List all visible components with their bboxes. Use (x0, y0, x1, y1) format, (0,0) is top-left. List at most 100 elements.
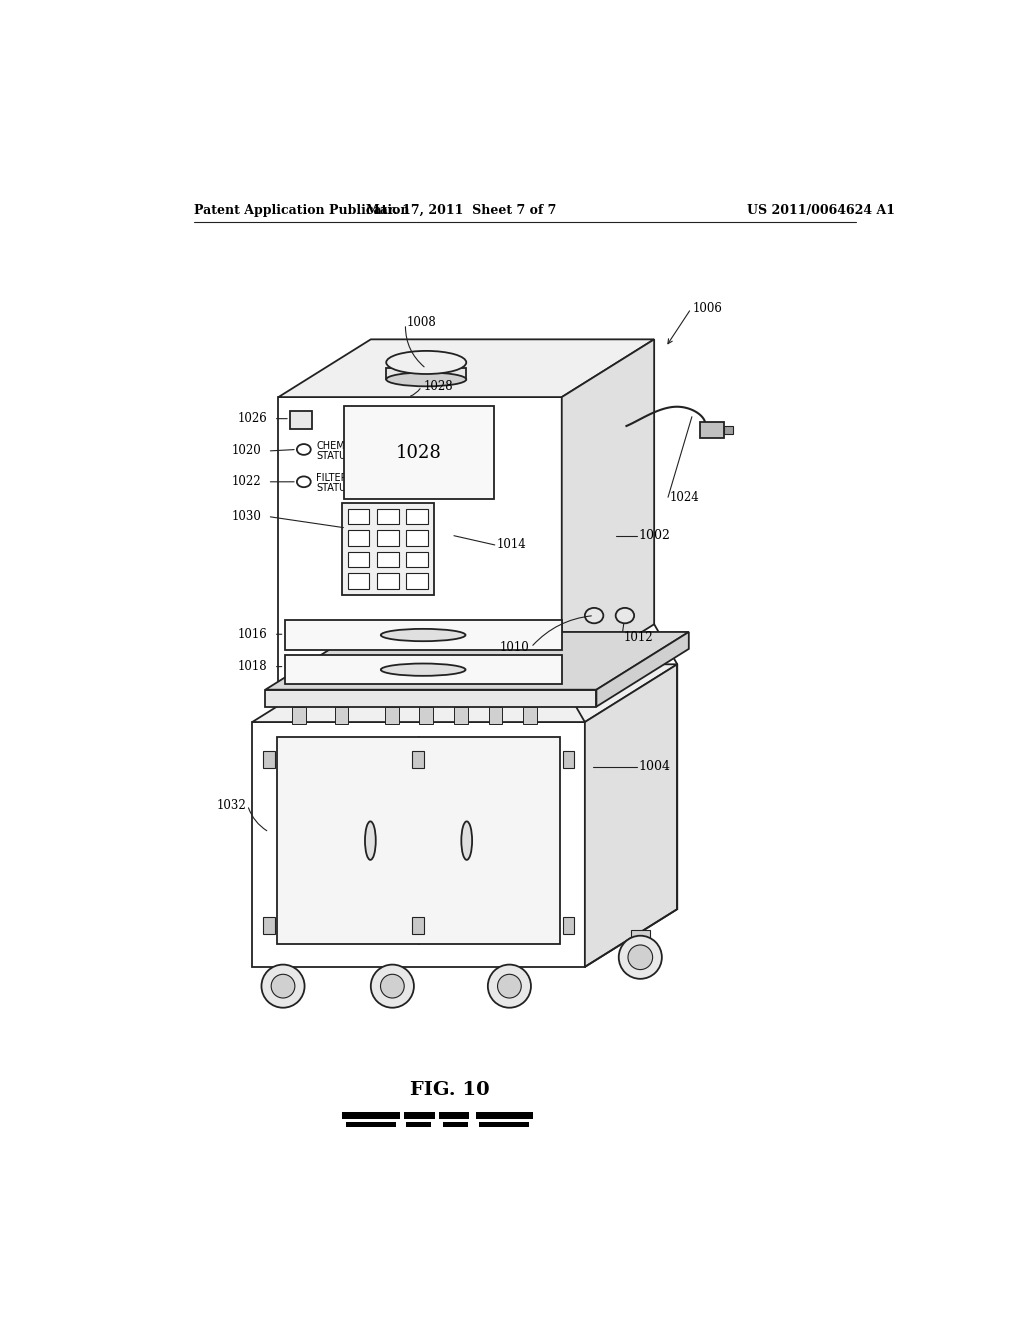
FancyArrowPatch shape (668, 312, 689, 343)
Bar (342, 503, 434, 595)
Ellipse shape (297, 477, 310, 487)
Bar (276, 738, 560, 944)
Polygon shape (252, 664, 677, 722)
Bar (407, 552, 428, 568)
Bar (413, 917, 424, 933)
Bar (403, 1111, 435, 1119)
Bar (699, 422, 724, 437)
Polygon shape (596, 632, 689, 706)
Text: 1026: 1026 (238, 412, 267, 425)
Bar (290, 411, 311, 429)
Bar (344, 407, 494, 499)
Bar (407, 573, 428, 589)
Bar (454, 706, 468, 723)
Text: 1028: 1028 (423, 380, 453, 393)
Ellipse shape (462, 821, 472, 859)
Ellipse shape (261, 965, 304, 1007)
Ellipse shape (487, 965, 531, 1007)
Text: 1012: 1012 (624, 631, 653, 644)
Text: 1032: 1032 (216, 799, 246, 812)
Bar (285, 620, 562, 649)
Ellipse shape (365, 821, 376, 859)
Text: 1002: 1002 (639, 529, 671, 543)
Bar (488, 706, 503, 723)
Ellipse shape (381, 664, 466, 676)
Polygon shape (562, 339, 654, 682)
Text: 1024: 1024 (670, 491, 699, 504)
Bar (335, 706, 348, 723)
Bar (407, 1122, 431, 1127)
Text: 1020: 1020 (231, 445, 261, 458)
Bar (377, 531, 398, 545)
Text: 1010: 1010 (500, 640, 529, 653)
Text: 1006: 1006 (692, 302, 723, 315)
Bar (377, 552, 398, 568)
Polygon shape (279, 339, 654, 397)
Ellipse shape (628, 945, 652, 970)
Text: STATUS: STATUS (316, 483, 352, 492)
Bar (631, 931, 649, 944)
Bar (377, 573, 398, 589)
FancyArrowPatch shape (532, 616, 591, 645)
Bar (385, 706, 398, 723)
Ellipse shape (386, 372, 466, 387)
Ellipse shape (615, 609, 634, 623)
Bar (342, 1111, 400, 1119)
Ellipse shape (297, 444, 310, 455)
Bar (478, 1122, 528, 1127)
Bar (523, 706, 538, 723)
Text: 1016: 1016 (238, 628, 267, 640)
Polygon shape (585, 664, 677, 966)
Text: 1014: 1014 (497, 539, 526, 552)
Text: 1004: 1004 (639, 760, 671, 774)
Ellipse shape (386, 351, 466, 374)
Bar (263, 751, 274, 768)
Bar (475, 1111, 534, 1119)
Bar (348, 531, 370, 545)
Text: 1018: 1018 (238, 660, 267, 673)
Bar (346, 1122, 396, 1127)
Bar (562, 751, 574, 768)
Text: 1022: 1022 (231, 475, 261, 488)
Bar (438, 1111, 469, 1119)
Ellipse shape (271, 974, 295, 998)
Text: STATUS: STATUS (316, 450, 352, 461)
Text: 1030: 1030 (231, 510, 261, 523)
Ellipse shape (618, 936, 662, 979)
Text: FILTER: FILTER (316, 473, 347, 483)
Bar (562, 917, 574, 933)
Bar (348, 508, 370, 524)
Ellipse shape (371, 965, 414, 1007)
Bar (285, 655, 562, 684)
FancyArrowPatch shape (406, 327, 424, 367)
Bar (292, 706, 306, 723)
FancyArrowPatch shape (411, 388, 420, 396)
Bar (724, 426, 733, 434)
Bar (407, 508, 428, 524)
Polygon shape (265, 632, 689, 689)
Text: CHEM: CHEM (316, 441, 345, 450)
FancyArrowPatch shape (249, 808, 267, 830)
Text: 1028: 1028 (396, 444, 442, 462)
Ellipse shape (381, 628, 466, 642)
Text: Mar. 17, 2011  Sheet 7 of 7: Mar. 17, 2011 Sheet 7 of 7 (367, 205, 557, 218)
Text: 1008: 1008 (407, 315, 436, 329)
Text: US 2011/0064624 A1: US 2011/0064624 A1 (746, 205, 895, 218)
Bar (265, 689, 596, 706)
Bar (413, 751, 424, 768)
Ellipse shape (381, 974, 404, 998)
Text: Patent Application Publication: Patent Application Publication (194, 205, 410, 218)
Bar (443, 1122, 468, 1127)
Text: FIG. 10: FIG. 10 (411, 1081, 489, 1100)
Polygon shape (252, 722, 585, 966)
Bar (419, 706, 433, 723)
Ellipse shape (498, 974, 521, 998)
Bar (348, 573, 370, 589)
Bar (407, 531, 428, 545)
Ellipse shape (585, 609, 603, 623)
Bar (348, 552, 370, 568)
Bar (377, 508, 398, 524)
Bar (263, 917, 274, 933)
Polygon shape (386, 368, 466, 379)
Polygon shape (279, 397, 562, 682)
